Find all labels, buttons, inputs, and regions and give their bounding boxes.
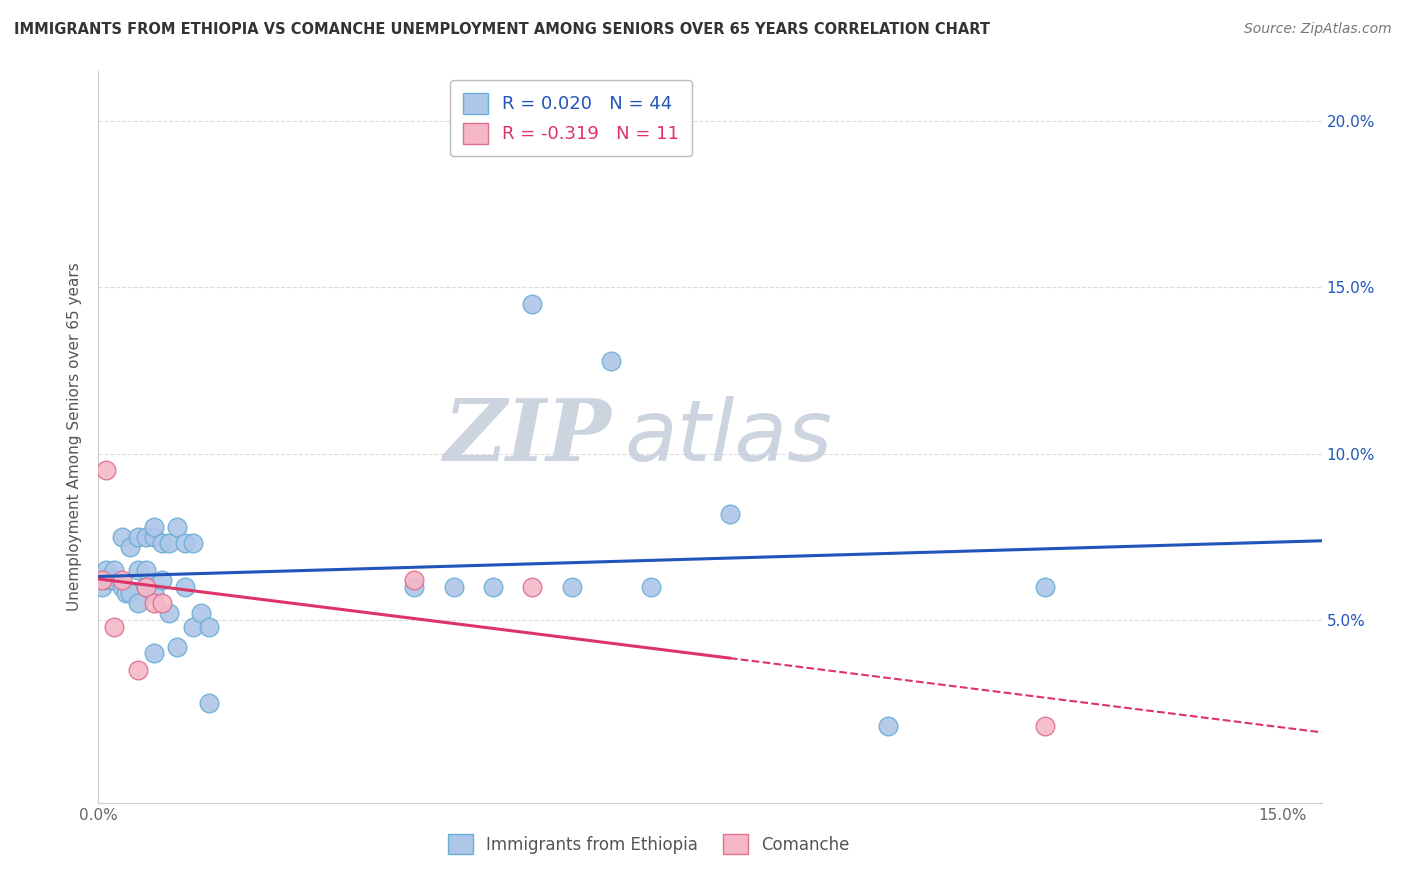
Point xyxy=(91,580,114,594)
Point xyxy=(103,619,125,633)
Point xyxy=(718,507,741,521)
Point xyxy=(91,573,114,587)
Point xyxy=(404,573,426,587)
Point xyxy=(135,530,157,544)
Y-axis label: Unemployment Among Seniors over 65 years: Unemployment Among Seniors over 65 years xyxy=(67,263,83,611)
Point xyxy=(150,536,173,550)
Point xyxy=(96,563,118,577)
Point xyxy=(159,536,181,550)
Point xyxy=(111,530,134,544)
Text: atlas: atlas xyxy=(624,395,832,479)
Point xyxy=(96,463,118,477)
Point xyxy=(103,573,125,587)
Point xyxy=(118,540,141,554)
Point xyxy=(142,646,165,660)
Text: Source: ZipAtlas.com: Source: ZipAtlas.com xyxy=(1244,22,1392,37)
Point xyxy=(522,580,544,594)
Text: IMMIGRANTS FROM ETHIOPIA VS COMANCHE UNEMPLOYMENT AMONG SENIORS OVER 65 YEARS CO: IMMIGRANTS FROM ETHIOPIA VS COMANCHE UNE… xyxy=(14,22,990,37)
Point xyxy=(111,573,134,587)
Point xyxy=(1035,719,1057,733)
Point xyxy=(96,570,118,584)
Point xyxy=(1035,580,1057,594)
Point xyxy=(127,663,149,677)
Point xyxy=(118,586,141,600)
Point xyxy=(522,297,544,311)
Point xyxy=(142,530,165,544)
Point xyxy=(190,607,212,621)
Point xyxy=(404,580,426,594)
Point xyxy=(135,563,157,577)
Point xyxy=(135,580,157,594)
Point xyxy=(127,563,149,577)
Point xyxy=(98,573,121,587)
Point xyxy=(181,536,204,550)
Point xyxy=(198,619,221,633)
Point xyxy=(174,580,197,594)
Text: ZIP: ZIP xyxy=(444,395,612,479)
Point xyxy=(103,563,125,577)
Point xyxy=(482,580,505,594)
Point xyxy=(640,580,662,594)
Point xyxy=(135,580,157,594)
Point xyxy=(150,596,173,610)
Point xyxy=(150,573,173,587)
Point xyxy=(142,520,165,534)
Point xyxy=(174,536,197,550)
Point xyxy=(600,353,623,368)
Point xyxy=(127,530,149,544)
Point xyxy=(166,640,188,654)
Point xyxy=(181,619,204,633)
Point xyxy=(111,580,134,594)
Point xyxy=(127,596,149,610)
Point xyxy=(198,696,221,710)
Point xyxy=(115,586,138,600)
Point xyxy=(142,586,165,600)
Point xyxy=(561,580,583,594)
Legend: Immigrants from Ethiopia, Comanche: Immigrants from Ethiopia, Comanche xyxy=(441,828,856,860)
Point xyxy=(142,596,165,610)
Point xyxy=(876,719,898,733)
Point xyxy=(443,580,465,594)
Point xyxy=(159,607,181,621)
Point xyxy=(166,520,188,534)
